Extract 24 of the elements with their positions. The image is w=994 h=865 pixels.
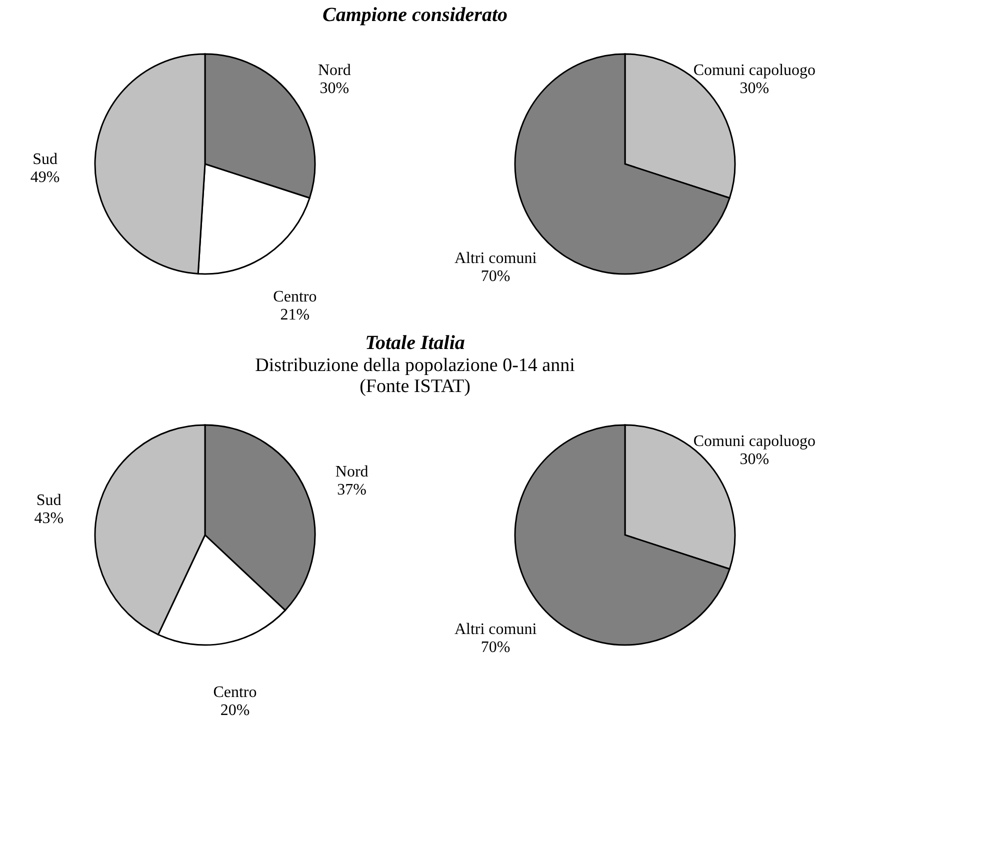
slice-label: Centro — [273, 288, 317, 306]
data-label: 70% — [480, 639, 510, 656]
data-label: 21% — [280, 306, 310, 324]
slice-label: Altri comuni — [454, 250, 538, 268]
data-label: 43% — [34, 510, 64, 528]
data-label: 30% — [740, 80, 770, 97]
data-label: 30% — [320, 80, 350, 97]
data-label: 70% — [480, 268, 510, 286]
slice-label: Nord — [318, 62, 351, 79]
text: Totale Italia — [365, 332, 465, 354]
data-label: 49% — [30, 168, 60, 186]
text: Campione considerato — [322, 4, 508, 26]
slice-label: Sud — [32, 150, 58, 168]
text: Distribuzione della popolazione 0-14 anni — [255, 355, 575, 376]
slice-label: Comuni capoluogo — [693, 62, 816, 79]
slice-label: Altri comuni — [454, 621, 538, 638]
data-label: 20% — [220, 702, 250, 720]
slice-label: Comuni capoluogo — [693, 432, 816, 450]
slice-label: Sud — [36, 492, 62, 510]
data-label: 37% — [337, 481, 367, 498]
slice-label: Nord — [335, 463, 368, 480]
data-label: 30% — [740, 450, 770, 468]
text: (Fonte ISTAT) — [360, 376, 470, 397]
slice-label: Centro — [213, 684, 257, 702]
